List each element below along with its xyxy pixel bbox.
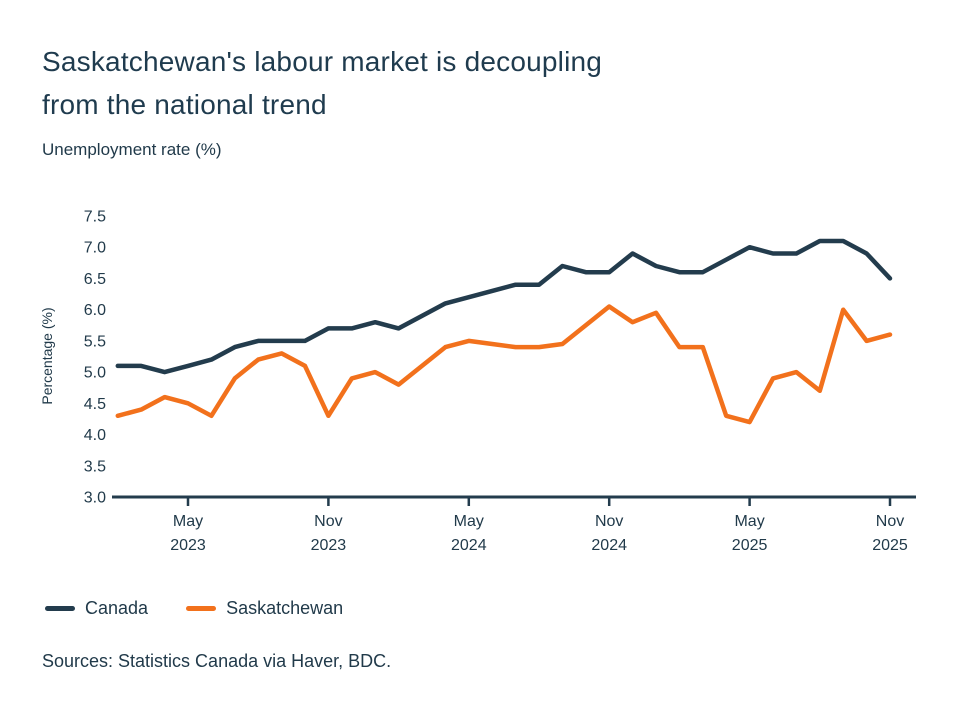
y-tick-label: 3.0 — [84, 490, 106, 507]
source-note: Sources: Statistics Canada via Haver, BD… — [42, 651, 392, 671]
legend-label-canada: Canada — [85, 598, 149, 618]
x-tick-year-label: 2023 — [311, 537, 347, 554]
x-tick-year-label: 2024 — [591, 537, 627, 554]
y-tick-label: 7.5 — [84, 209, 106, 226]
x-tick-year-label: 2025 — [872, 537, 908, 554]
x-tick-year-label: 2025 — [732, 537, 768, 554]
chart-subtitle: Unemployment rate (%) — [42, 140, 222, 159]
x-tick-year-label: 2023 — [170, 537, 206, 554]
y-axis-title: Percentage (%) — [39, 307, 55, 404]
legend-label-saskatchewan: Saskatchewan — [226, 598, 344, 618]
y-tick-label: 6.5 — [84, 271, 106, 288]
page-title-line-1: Saskatchewan's labour market is decoupli… — [42, 46, 603, 77]
y-tick-label: 5.5 — [84, 333, 106, 350]
canada-line — [115, 238, 893, 375]
y-tick-label: 6.0 — [84, 302, 106, 319]
x-tick-year-label: 2024 — [451, 537, 487, 554]
legend-item-canada: Canada — [45, 598, 148, 619]
saskatchewan-line — [115, 304, 893, 425]
x-tick-month-label: May — [454, 513, 484, 530]
y-tick-label: 4.0 — [84, 427, 106, 444]
page-title-line-2: from the national trend — [42, 89, 327, 120]
saskatchewan-line-swatch — [186, 606, 217, 611]
chart-legend: Canada Saskatchewan — [45, 598, 343, 619]
x-tick-month-label: Nov — [876, 513, 904, 530]
x-tick-month-label: May — [173, 513, 203, 530]
canada-line-swatch — [45, 606, 75, 611]
legend-item-saskatchewan: Saskatchewan — [186, 598, 343, 619]
x-tick-month-label: Nov — [595, 513, 623, 530]
page-title: Saskatchewan's labour market is decoupli… — [42, 40, 602, 126]
y-tick-label: 5.0 — [84, 365, 106, 382]
x-tick-month-label: May — [734, 513, 764, 530]
x-tick-month-label: Nov — [314, 513, 342, 530]
y-tick-label: 7.0 — [84, 240, 106, 257]
y-tick-label: 3.5 — [84, 458, 106, 475]
y-tick-label: 4.5 — [84, 396, 106, 413]
